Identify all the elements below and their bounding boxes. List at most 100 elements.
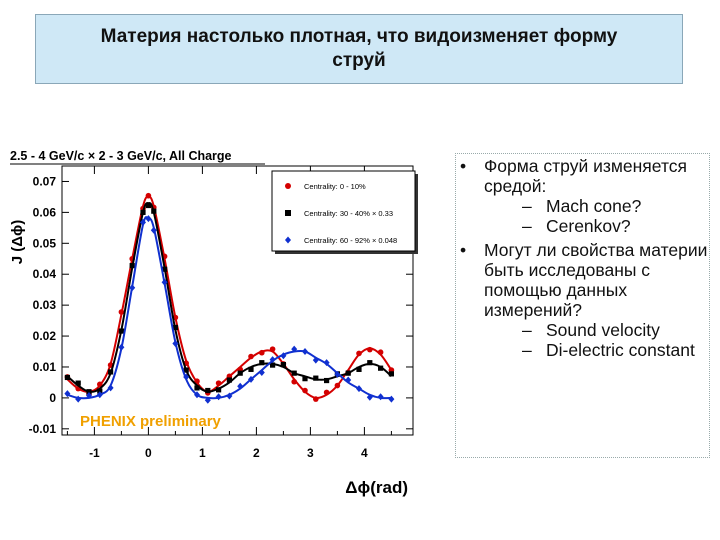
data-point-series-2 [205,387,211,394]
data-point-series-3 [140,218,146,226]
legend-marker [285,210,291,216]
bullet-1-text: Форма струй изменяется средой: [484,156,687,196]
y-tick-label: 0.05 [33,236,57,250]
data-point-series-2 [162,266,168,272]
y-tick-label: 0.02 [33,329,57,343]
data-point-series-2 [226,377,232,383]
data-point-series-2 [140,209,146,215]
data-point-series-2 [97,388,103,394]
data-point-series-3 [75,395,82,403]
x-tick-label: 3 [307,446,314,460]
sub-bullet-2-2: – Di-electric constant [522,340,709,360]
y-tick-label: 0 [49,391,56,405]
data-point-series-1 [377,349,384,356]
data-point-series-3 [118,343,125,351]
data-point-series-2 [75,380,81,386]
data-point-series-1 [367,346,373,353]
data-point-series-2 [291,370,297,376]
data-point-series-1 [291,378,298,385]
watermark-text: PHENIX preliminary [80,413,222,430]
slide-title-box: Материя настолько плотная, что видоизмен… [35,14,683,84]
chart-title: 2.5 - 4 GeV/c × 2 - 3 GeV/c, All Charge [10,149,232,163]
x-tick-label: 0 [145,446,152,460]
data-point-series-2 [86,389,92,395]
data-point-series-3 [312,356,319,364]
data-point-series-3 [334,370,341,378]
bullet-list: • Форма струй изменяется средой: – Mach c… [455,153,710,458]
data-point-series-2 [280,361,286,368]
y-tick-label: 0.07 [33,174,57,188]
data-point-series-2 [118,328,124,334]
y-tick-label: -0.01 [29,422,57,436]
data-point-series-2 [194,385,200,391]
legend-box [271,170,416,252]
data-point-series-3 [204,396,211,404]
data-point-series-1 [145,192,152,199]
data-point-series-1 [313,396,319,402]
y-tick-label: 0.01 [33,360,57,374]
y-axis-label: J (Δϕ) [9,220,26,265]
data-point-series-3 [302,348,308,356]
data-point-series-3 [366,393,373,401]
data-point-series-3 [194,391,200,399]
data-point-series-2 [64,374,70,381]
data-point-series-2 [324,377,330,384]
sub-bullet-text: Sound velocity [546,320,660,340]
data-point-series-3 [86,391,92,399]
chart-svg: 2.5 - 4 GeV/c × 2 - 3 GeV/c, All Charge J… [9,149,418,497]
sub-bullet-text: Di-electric constant [546,340,695,360]
data-point-series-2 [108,369,114,375]
sub-bullet-2-1: – Sound velocity [522,320,709,340]
chart: 2.5 - 4 GeV/c × 2 - 3 GeV/c, All Charge J… [0,130,445,510]
data-point-series-3 [280,352,287,360]
legend-marker [285,183,291,189]
data-point-series-3 [215,393,222,401]
dash-icon: – [522,196,532,216]
data-point-series-3 [237,382,244,390]
data-point-series-2 [237,370,243,376]
data-point-series-3 [323,359,330,367]
data-point-series-3 [258,368,265,376]
data-point-series-1 [215,380,222,386]
data-point-series-3 [129,284,136,292]
bullet-dot-icon: • [460,156,467,176]
legend-label: Centrality: 60 - 92% × 0.048 [304,236,397,245]
data-point-series-2 [216,387,222,393]
data-point-series-3 [145,215,152,223]
data-point-series-2 [313,375,319,381]
data-point-series-3 [356,385,362,393]
data-point-series-3 [226,392,233,400]
x-tick-label: 1 [199,446,206,460]
dash-icon: – [522,320,532,340]
data-point-series-2 [367,360,373,366]
x-tick-label: 2 [253,446,260,460]
data-point-series-3 [107,384,114,392]
data-point-series-1 [118,309,125,315]
data-point-series-2 [270,362,276,368]
legend-label: Centrality: 0 - 10% [304,182,366,191]
data-point-series-2 [259,360,265,366]
data-point-series-3 [172,339,179,347]
data-point-series-1 [323,389,330,396]
data-point-series-3 [388,395,395,403]
x-axis-label: Δϕ(rad) [345,478,408,497]
data-point-series-3 [269,356,276,364]
x-tick-label: 4 [361,446,368,460]
legend-marker [285,236,291,244]
data-point-series-2 [183,367,189,373]
y-tick-label: 0.06 [33,205,57,219]
data-point-series-2 [302,376,308,382]
legend-label: Centrality: 30 - 40% × 0.33 [304,209,393,218]
slide-title: Материя настолько плотная, что видоизмен… [100,26,618,71]
data-point-series-2 [248,366,254,372]
data-point-series-2 [388,371,394,377]
sub-bullet-text: Cerenkov? [546,216,631,236]
data-point-series-3 [96,391,103,399]
data-point-series-3 [64,390,71,398]
data-point-series-3 [248,375,254,383]
data-point-series-1 [356,350,362,357]
sub-bullet-1-2: – Cerenkov? [522,216,709,236]
data-point-series-3 [291,345,298,353]
bullet-2: • Могут ли свойства материи быть исследо… [456,240,709,360]
y-tick-label: 0.04 [33,267,57,281]
